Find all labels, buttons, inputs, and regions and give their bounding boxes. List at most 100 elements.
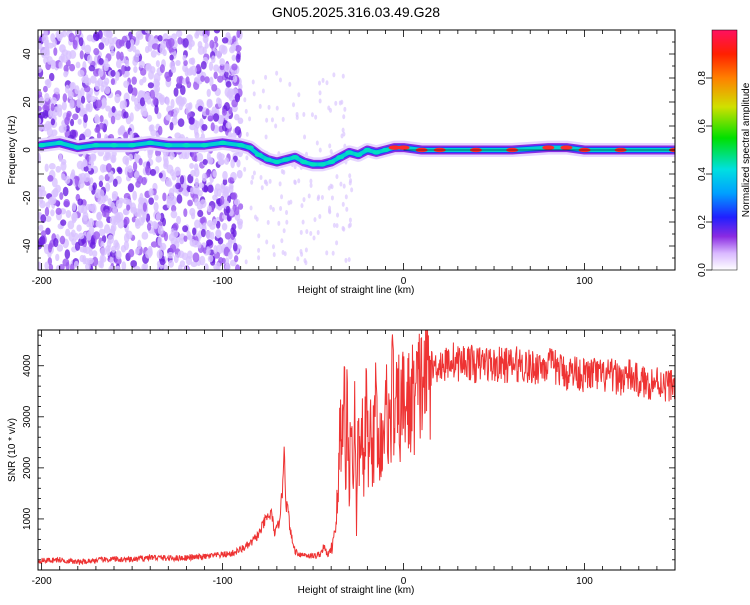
spectrogram-speckle	[219, 195, 225, 206]
snr-marks	[38, 330, 675, 565]
spectrogram-speckle	[131, 216, 136, 223]
spectrogram-speckle	[190, 187, 195, 194]
spectrogram-speckle	[213, 244, 218, 254]
spectrogram-speckle	[221, 222, 228, 231]
spectrogram-ridge-point	[542, 145, 555, 150]
spectrogram-speckle	[77, 203, 85, 214]
spectrogram-speckle	[245, 155, 249, 161]
spectrogram-speckle	[130, 260, 137, 268]
spectrogram-speckle	[312, 235, 316, 241]
spectrogram-speckle	[212, 194, 218, 201]
spectrogram-speckle	[182, 54, 187, 62]
snr-y-tick-label: 2000	[22, 456, 33, 479]
spectrogram-speckle	[103, 30, 110, 38]
spectrogram-speckle	[133, 265, 141, 270]
colorbar-gradient	[711, 29, 738, 271]
spectrogram-speckle	[115, 38, 123, 49]
spectrogram-speckle	[38, 261, 42, 270]
spectrogram-speckle	[110, 78, 116, 86]
spectrogram-speckle	[313, 217, 317, 223]
spectrogram-speckle	[187, 174, 194, 184]
spectrogram-speckle	[185, 76, 190, 85]
spectrogram-speckle	[138, 60, 146, 69]
spectrogram-speckle	[309, 178, 313, 184]
spectrogram-speckle	[58, 263, 65, 270]
spectrogram-speckle	[212, 113, 220, 122]
spectrogram-speckle	[77, 198, 84, 206]
spectrogram-ridge-point	[245, 145, 254, 150]
spectrogram-speckle	[47, 243, 53, 253]
spectrogram-speckle	[101, 36, 106, 43]
spectrogram-ridge-point	[263, 157, 272, 162]
spectrogram-speckle	[152, 38, 159, 46]
spectrogram-speckle	[53, 237, 59, 248]
spectrogram-speckle	[201, 172, 207, 182]
spectrogram-speckle	[95, 220, 100, 228]
colorbar-tick-label: 0.0	[697, 263, 708, 277]
spectrogram-y-tick-label: -20	[22, 190, 33, 205]
spectrogram-speckle	[149, 168, 157, 176]
spectrogram-speckle	[123, 111, 129, 119]
spectrogram-speckle	[224, 263, 231, 270]
spectrogram-speckle	[197, 241, 202, 249]
spectrogram-speckle	[165, 180, 173, 187]
spectrogram-speckle	[145, 249, 152, 259]
spectrogram-speckle	[127, 165, 133, 173]
spectrogram-speckle	[91, 256, 99, 267]
spectrogram-speckle	[96, 211, 103, 221]
spectrogram-speckle	[122, 197, 130, 205]
spectrogram-speckle	[104, 86, 111, 95]
spectrogram-speckle	[68, 32, 75, 43]
spectrogram-speckle	[175, 30, 183, 38]
spectrogram-speckle	[155, 212, 162, 221]
spectrogram-speckle	[295, 111, 299, 117]
spectrogram-speckle	[83, 85, 91, 93]
spectrogram-speckle	[123, 240, 129, 251]
spectrogram-speckle	[66, 110, 72, 118]
spectrogram-speckle	[189, 66, 194, 76]
spectrogram-speckle	[158, 172, 163, 179]
spectrogram-speckle	[301, 219, 305, 225]
spectrogram-speckle	[258, 103, 262, 109]
spectrogram-speckle	[320, 195, 324, 201]
spectrogram-speckle	[76, 98, 82, 109]
spectrogram-speckle	[194, 131, 200, 139]
spectrogram-speckle	[189, 162, 195, 169]
spectrogram-speckle	[142, 202, 147, 212]
spectrogram-speckle	[248, 116, 252, 122]
spectrogram-ridge-point	[73, 145, 82, 150]
spectrogram-speckle	[345, 206, 349, 212]
spectrogram-speckle	[78, 37, 84, 47]
spectrogram-speckle	[261, 88, 265, 94]
spectrogram-speckle	[194, 198, 199, 207]
spectrogram-speckle	[225, 205, 231, 214]
spectrogram-speckle	[202, 33, 209, 44]
spectrogram-speckle	[309, 231, 313, 237]
spectrogram-speckle	[206, 88, 211, 98]
spectrogram-ridge-point	[200, 143, 209, 148]
spectrogram-ridge-point	[309, 162, 318, 167]
spectrogram-speckle	[213, 64, 220, 73]
snr-x-tick-label: 0	[401, 576, 407, 587]
spectrogram-speckle	[39, 235, 46, 246]
spectrogram-speckle	[152, 96, 157, 106]
spectrogram-speckle	[132, 161, 138, 172]
spectrogram-speckle	[123, 65, 131, 72]
spectrogram-speckle	[141, 263, 147, 270]
spectrogram-speckle	[190, 261, 198, 268]
spectrogram-speckle	[145, 62, 152, 71]
spectrogram-speckle	[211, 84, 218, 92]
spectrogram-speckle	[139, 97, 146, 107]
spectrogram-speckle	[48, 163, 56, 170]
spectrogram-speckle	[128, 248, 135, 258]
spectrogram-speckle	[88, 218, 95, 228]
spectrogram-speckle	[62, 93, 68, 103]
spectrogram-speckle	[64, 175, 71, 185]
spectrogram-speckle	[64, 249, 71, 260]
spectrogram-speckle	[161, 217, 166, 227]
spectrogram-speckle	[86, 54, 93, 64]
spectrogram-speckle	[151, 43, 159, 50]
spectrogram-speckle	[176, 194, 183, 204]
spectrogram-speckle	[203, 263, 209, 270]
